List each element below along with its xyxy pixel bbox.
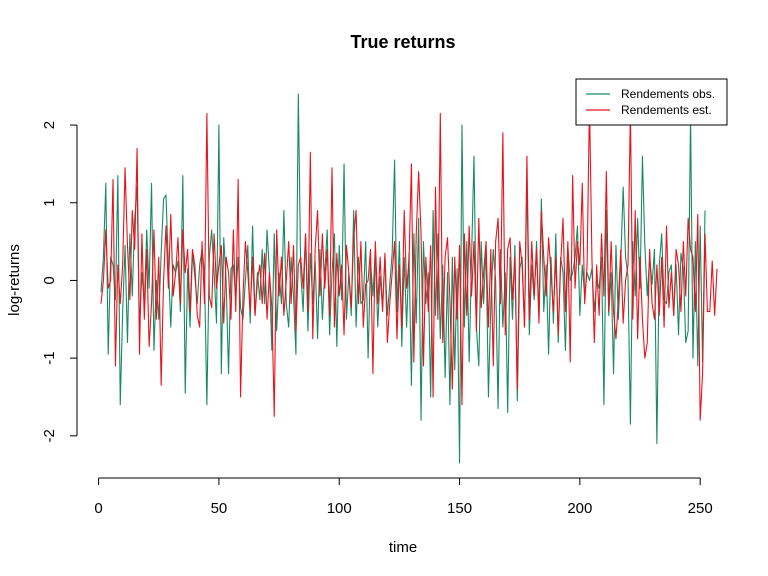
series-layer (100, 93, 718, 464)
y-tick-label: 2 (41, 121, 58, 129)
x-tick-label: 150 (447, 500, 472, 517)
legend: Rendements obs. Rendements est. (575, 78, 728, 126)
chart-title: True returns (350, 32, 455, 52)
y-tick-label: 0 (41, 276, 58, 284)
legend-label: Rendements obs. (621, 87, 715, 101)
x-axis: 0 50 100 150 200 250 (94, 477, 713, 517)
x-tick-label: 250 (688, 500, 713, 517)
x-tick-label: 100 (327, 500, 352, 517)
y-axis: -2 -1 0 1 2 (41, 121, 78, 442)
x-axis-label: time (389, 539, 417, 556)
x-tick-label: 200 (567, 500, 592, 517)
x-tick-label: 50 (211, 500, 228, 517)
y-tick-label: -1 (41, 351, 58, 364)
x-tick-label: 0 (94, 500, 102, 517)
legend-box (575, 78, 728, 126)
y-tick-label: 1 (41, 199, 58, 207)
y-axis-label: log-returns (6, 244, 23, 316)
y-tick-label: -2 (41, 429, 58, 442)
series-line-2 (100, 101, 718, 421)
legend-label: Rendements est. (621, 103, 712, 117)
